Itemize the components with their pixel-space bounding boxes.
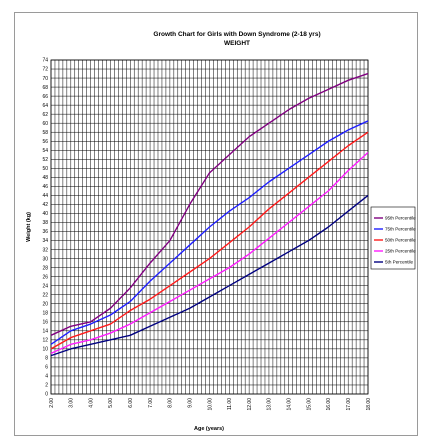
y-tick-label: 12 bbox=[42, 338, 48, 344]
y-tick-label: 54 bbox=[42, 148, 48, 154]
x-axis-label: Age (years) bbox=[194, 426, 224, 432]
y-tick-label: 62 bbox=[42, 112, 48, 118]
y-tick-label: 28 bbox=[42, 265, 48, 271]
y-tick-label: 70 bbox=[42, 76, 48, 82]
chart-frame: Growth Chart for Girls with Down Syndrom… bbox=[14, 12, 418, 436]
x-tick-label: 8.00 bbox=[168, 398, 174, 408]
series-line bbox=[50, 72, 369, 336]
y-tick-label: 44 bbox=[42, 193, 48, 199]
x-tick-label: 11.00 bbox=[227, 398, 233, 410]
y-tick-label: 48 bbox=[42, 175, 48, 181]
x-tick-label: 5.00 bbox=[108, 398, 114, 408]
y-tick-label: 46 bbox=[42, 184, 48, 190]
legend: 95th Percentile 75th Percentile 50th Perce… bbox=[370, 206, 416, 270]
y-tick-label: 64 bbox=[42, 103, 48, 109]
y-axis-label: Weight (kg) bbox=[26, 212, 32, 242]
x-tick-label: 2.00 bbox=[49, 398, 55, 408]
x-tick-label: 6.00 bbox=[128, 398, 134, 408]
x-tick-label: 16.00 bbox=[326, 398, 332, 411]
x-tick-label: 12.00 bbox=[247, 398, 253, 411]
y-tick-label: 18 bbox=[42, 310, 48, 316]
x-tick-label: 18.00 bbox=[366, 398, 372, 411]
series-line bbox=[50, 194, 369, 357]
x-tick-label: 7.00 bbox=[148, 398, 154, 408]
legend-label: 5th Percentile bbox=[385, 260, 414, 265]
y-tick-label: 66 bbox=[42, 94, 48, 100]
chart-subtitle: WEIGHT bbox=[224, 40, 250, 47]
y-tick-label: 22 bbox=[42, 292, 48, 298]
y-tick-label: 50 bbox=[42, 166, 48, 172]
y-tick-label: 56 bbox=[42, 139, 48, 145]
y-tick-label: 20 bbox=[42, 301, 48, 307]
growth-chart: Growth Chart for Girls with Down Syndrom… bbox=[26, 31, 416, 432]
x-tick-label: 15.00 bbox=[306, 398, 312, 411]
y-tick-label: 0 bbox=[45, 392, 48, 398]
y-tick-label: 30 bbox=[42, 256, 48, 262]
x-tick-label: 10.00 bbox=[207, 398, 213, 411]
y-tick-label: 34 bbox=[42, 238, 48, 244]
y-tick-label: 42 bbox=[42, 202, 48, 208]
series-line bbox=[50, 131, 369, 350]
y-tick-label: 36 bbox=[42, 229, 48, 235]
y-tick-label: 38 bbox=[42, 220, 48, 226]
y-tick-label: 14 bbox=[42, 329, 48, 335]
y-tick-label: 52 bbox=[42, 157, 48, 163]
y-tick-label: 40 bbox=[42, 211, 48, 217]
legend-label: 95th Percentile bbox=[385, 216, 416, 221]
x-tick-label: 4.00 bbox=[88, 398, 94, 408]
series-line bbox=[50, 120, 369, 345]
y-tick-label: 68 bbox=[42, 85, 48, 91]
y-tick-label: 26 bbox=[42, 274, 48, 280]
y-axis-ticks: 0246810121416182022242628303234363840424… bbox=[42, 58, 48, 398]
x-tick-label: 17.00 bbox=[346, 398, 352, 411]
x-tick-label: 13.00 bbox=[267, 398, 273, 411]
legend-label: 50th Percentile bbox=[385, 238, 416, 243]
y-tick-label: 6 bbox=[45, 365, 48, 371]
legend-label: 75th Percentile bbox=[385, 227, 416, 232]
x-tick-label: 9.00 bbox=[187, 398, 193, 408]
x-axis-ticks: 2.00 3.00 4.00 5.00 6.00 7.00 8.00 9.00 10.00 11.… bbox=[49, 398, 372, 411]
legend-label: 25th Percentile bbox=[385, 249, 416, 254]
y-tick-label: 32 bbox=[42, 247, 48, 253]
series-line bbox=[50, 152, 369, 355]
y-tick-label: 4 bbox=[45, 374, 48, 380]
y-tick-label: 58 bbox=[42, 130, 48, 136]
y-tick-label: 74 bbox=[42, 58, 48, 64]
y-tick-label: 60 bbox=[42, 121, 48, 127]
x-tick-label: 14.00 bbox=[287, 398, 293, 411]
chart-title: Growth Chart for Girls with Down Syndrom… bbox=[153, 31, 320, 38]
y-tick-label: 10 bbox=[42, 347, 48, 353]
y-tick-label: 2 bbox=[45, 383, 48, 389]
y-tick-label: 16 bbox=[42, 319, 48, 325]
x-tick-label: 3.00 bbox=[69, 398, 75, 408]
y-tick-label: 24 bbox=[42, 283, 48, 289]
y-tick-label: 72 bbox=[42, 67, 48, 73]
series-lines bbox=[50, 72, 369, 357]
y-tick-label: 8 bbox=[45, 356, 48, 362]
